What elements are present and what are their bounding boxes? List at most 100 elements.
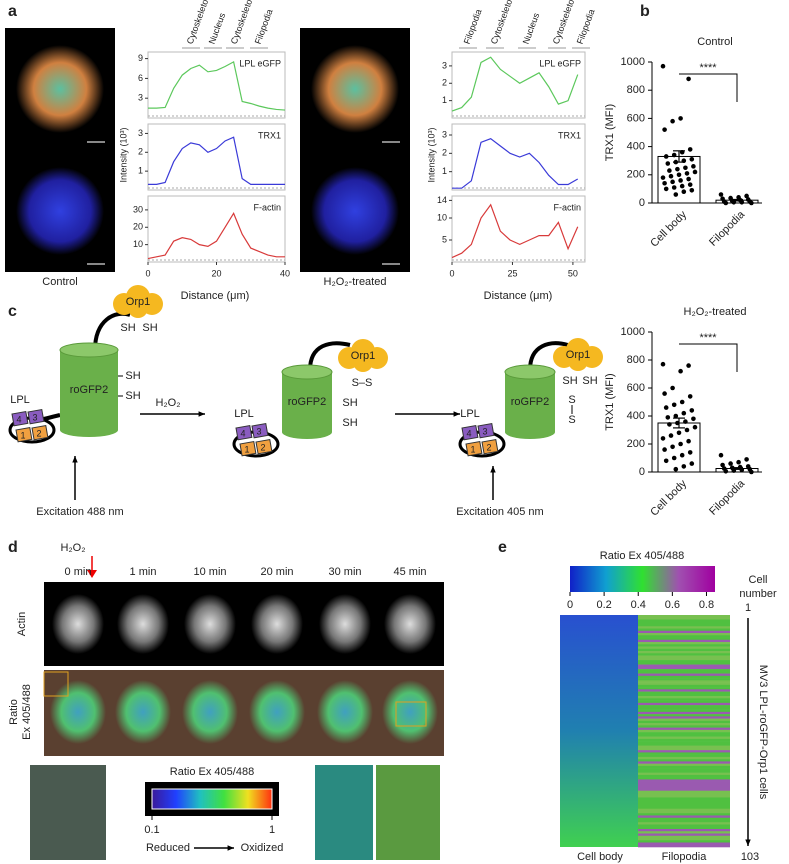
y-tick-label: 6 <box>138 73 143 83</box>
data-point <box>660 175 666 180</box>
lpl-domain-label: 3 <box>256 426 261 436</box>
data-point <box>663 458 669 464</box>
rogfp2-label: roGFP2 <box>288 396 327 408</box>
plot-frame <box>451 51 586 119</box>
lpl-label: LPL <box>234 408 254 420</box>
region-label: Filopodia <box>575 8 597 46</box>
data-point <box>668 173 674 179</box>
data-point <box>670 444 675 450</box>
heatmap-stripe <box>638 657 730 661</box>
heatmap-stripe <box>638 788 730 791</box>
arrow-head <box>198 411 205 417</box>
region-label: Cytoskeleton <box>229 0 256 45</box>
heatmap-stripe <box>638 736 730 740</box>
reagent-label: H₂O₂ <box>155 397 180 409</box>
lpl-domain-label: 1 <box>244 444 249 454</box>
y-tick-label: 14 <box>437 195 447 205</box>
cell-index: 103 <box>741 851 759 863</box>
heatmap-stripe <box>638 691 730 695</box>
colorbar-tick-label: 0.1 <box>144 824 159 836</box>
data-point <box>684 171 690 176</box>
heatmap-stripe <box>638 729 730 733</box>
rogfp2-shape <box>281 364 333 380</box>
error-bar <box>731 198 743 202</box>
rogfp2-shape <box>505 372 555 432</box>
plot-frame <box>147 123 286 191</box>
data-point <box>686 438 691 444</box>
y-tick-label: 800 <box>627 84 645 96</box>
red-arrow-head <box>87 570 97 578</box>
arrow-head <box>745 839 751 846</box>
data-point <box>720 462 725 468</box>
data-point <box>728 461 733 466</box>
orp1-label: Orp1 <box>126 296 150 308</box>
series-label: F-actin <box>553 202 581 212</box>
lpl-domain <box>461 424 479 441</box>
heatmap-stripe <box>638 633 730 636</box>
heatmap-stripe <box>638 671 730 674</box>
plot-frame <box>451 123 586 191</box>
panel-letter: c <box>8 303 17 320</box>
data-point <box>665 161 671 166</box>
heatmap-stripe <box>638 826 730 830</box>
significance-label: **** <box>699 332 717 344</box>
heatmap-stripe <box>638 840 730 843</box>
profile-line <box>452 137 579 189</box>
orp1-shape <box>353 352 373 372</box>
y-tick-label: 3 <box>442 60 447 70</box>
colorbar <box>151 788 273 810</box>
lpl-label: LPL <box>460 408 480 420</box>
y-tick-label: 200 <box>627 438 645 450</box>
colorbar-tick-label: 0.2 <box>596 599 611 611</box>
y-tick-label: 10 <box>437 212 447 222</box>
arrow-head <box>72 456 78 463</box>
heatmap-stripe <box>638 759 730 762</box>
rogfp2-shape <box>60 423 118 437</box>
actin-cell <box>384 594 436 654</box>
heatmap-stripe <box>638 833 730 837</box>
arrow-head <box>453 411 460 417</box>
series-label: TRX1 <box>258 130 281 140</box>
data-point <box>671 152 677 158</box>
data-point <box>687 182 693 187</box>
axis-label: Cell <box>749 574 768 586</box>
colorbar-tick-label: 0 <box>567 599 573 611</box>
heatmap-stripe <box>638 738 730 742</box>
heatmap-stripe <box>638 642 730 645</box>
data-point <box>687 147 693 152</box>
orp1-label: Orp1 <box>566 349 590 361</box>
y-tick-label: 9 <box>138 53 143 63</box>
heatmap-stripe <box>638 709 730 713</box>
micrograph-cell <box>16 167 104 255</box>
data-point <box>670 385 675 391</box>
y-tick-label: 0 <box>639 197 645 209</box>
heatmap-stripe <box>638 711 730 715</box>
lpl-domain-label: 4 <box>240 428 245 438</box>
heatmap-stripe <box>638 664 730 668</box>
actin-cell <box>251 594 303 654</box>
heatmap-stripe <box>638 819 730 823</box>
state-label: Reduced <box>146 842 190 854</box>
y-axis-label: TRX1 (MFI) <box>604 373 616 430</box>
time-label: 0 min <box>65 566 92 578</box>
data-point <box>679 399 685 405</box>
column-label: Filopodia <box>662 851 708 863</box>
lpl-domain <box>235 424 253 441</box>
lpl-domain <box>11 410 29 427</box>
cell-index: 1 <box>745 602 751 614</box>
region-label: Nucleus <box>207 11 228 45</box>
data-point <box>660 361 666 367</box>
data-point <box>678 368 683 374</box>
x-tick-label: Filopodia <box>707 208 748 249</box>
heatmap-stripe <box>638 831 730 834</box>
heatmap-stripe <box>638 644 730 647</box>
lpl-domain-label: 1 <box>470 444 475 454</box>
heatmap-stripe <box>638 680 730 683</box>
lpl-domain <box>15 426 33 443</box>
heatmap-stripe <box>638 725 730 728</box>
rogfp2-shape <box>282 372 332 432</box>
profile-line <box>451 56 579 112</box>
significance-bracket <box>679 73 738 102</box>
data-point <box>736 459 741 465</box>
inset-frame <box>395 701 427 727</box>
